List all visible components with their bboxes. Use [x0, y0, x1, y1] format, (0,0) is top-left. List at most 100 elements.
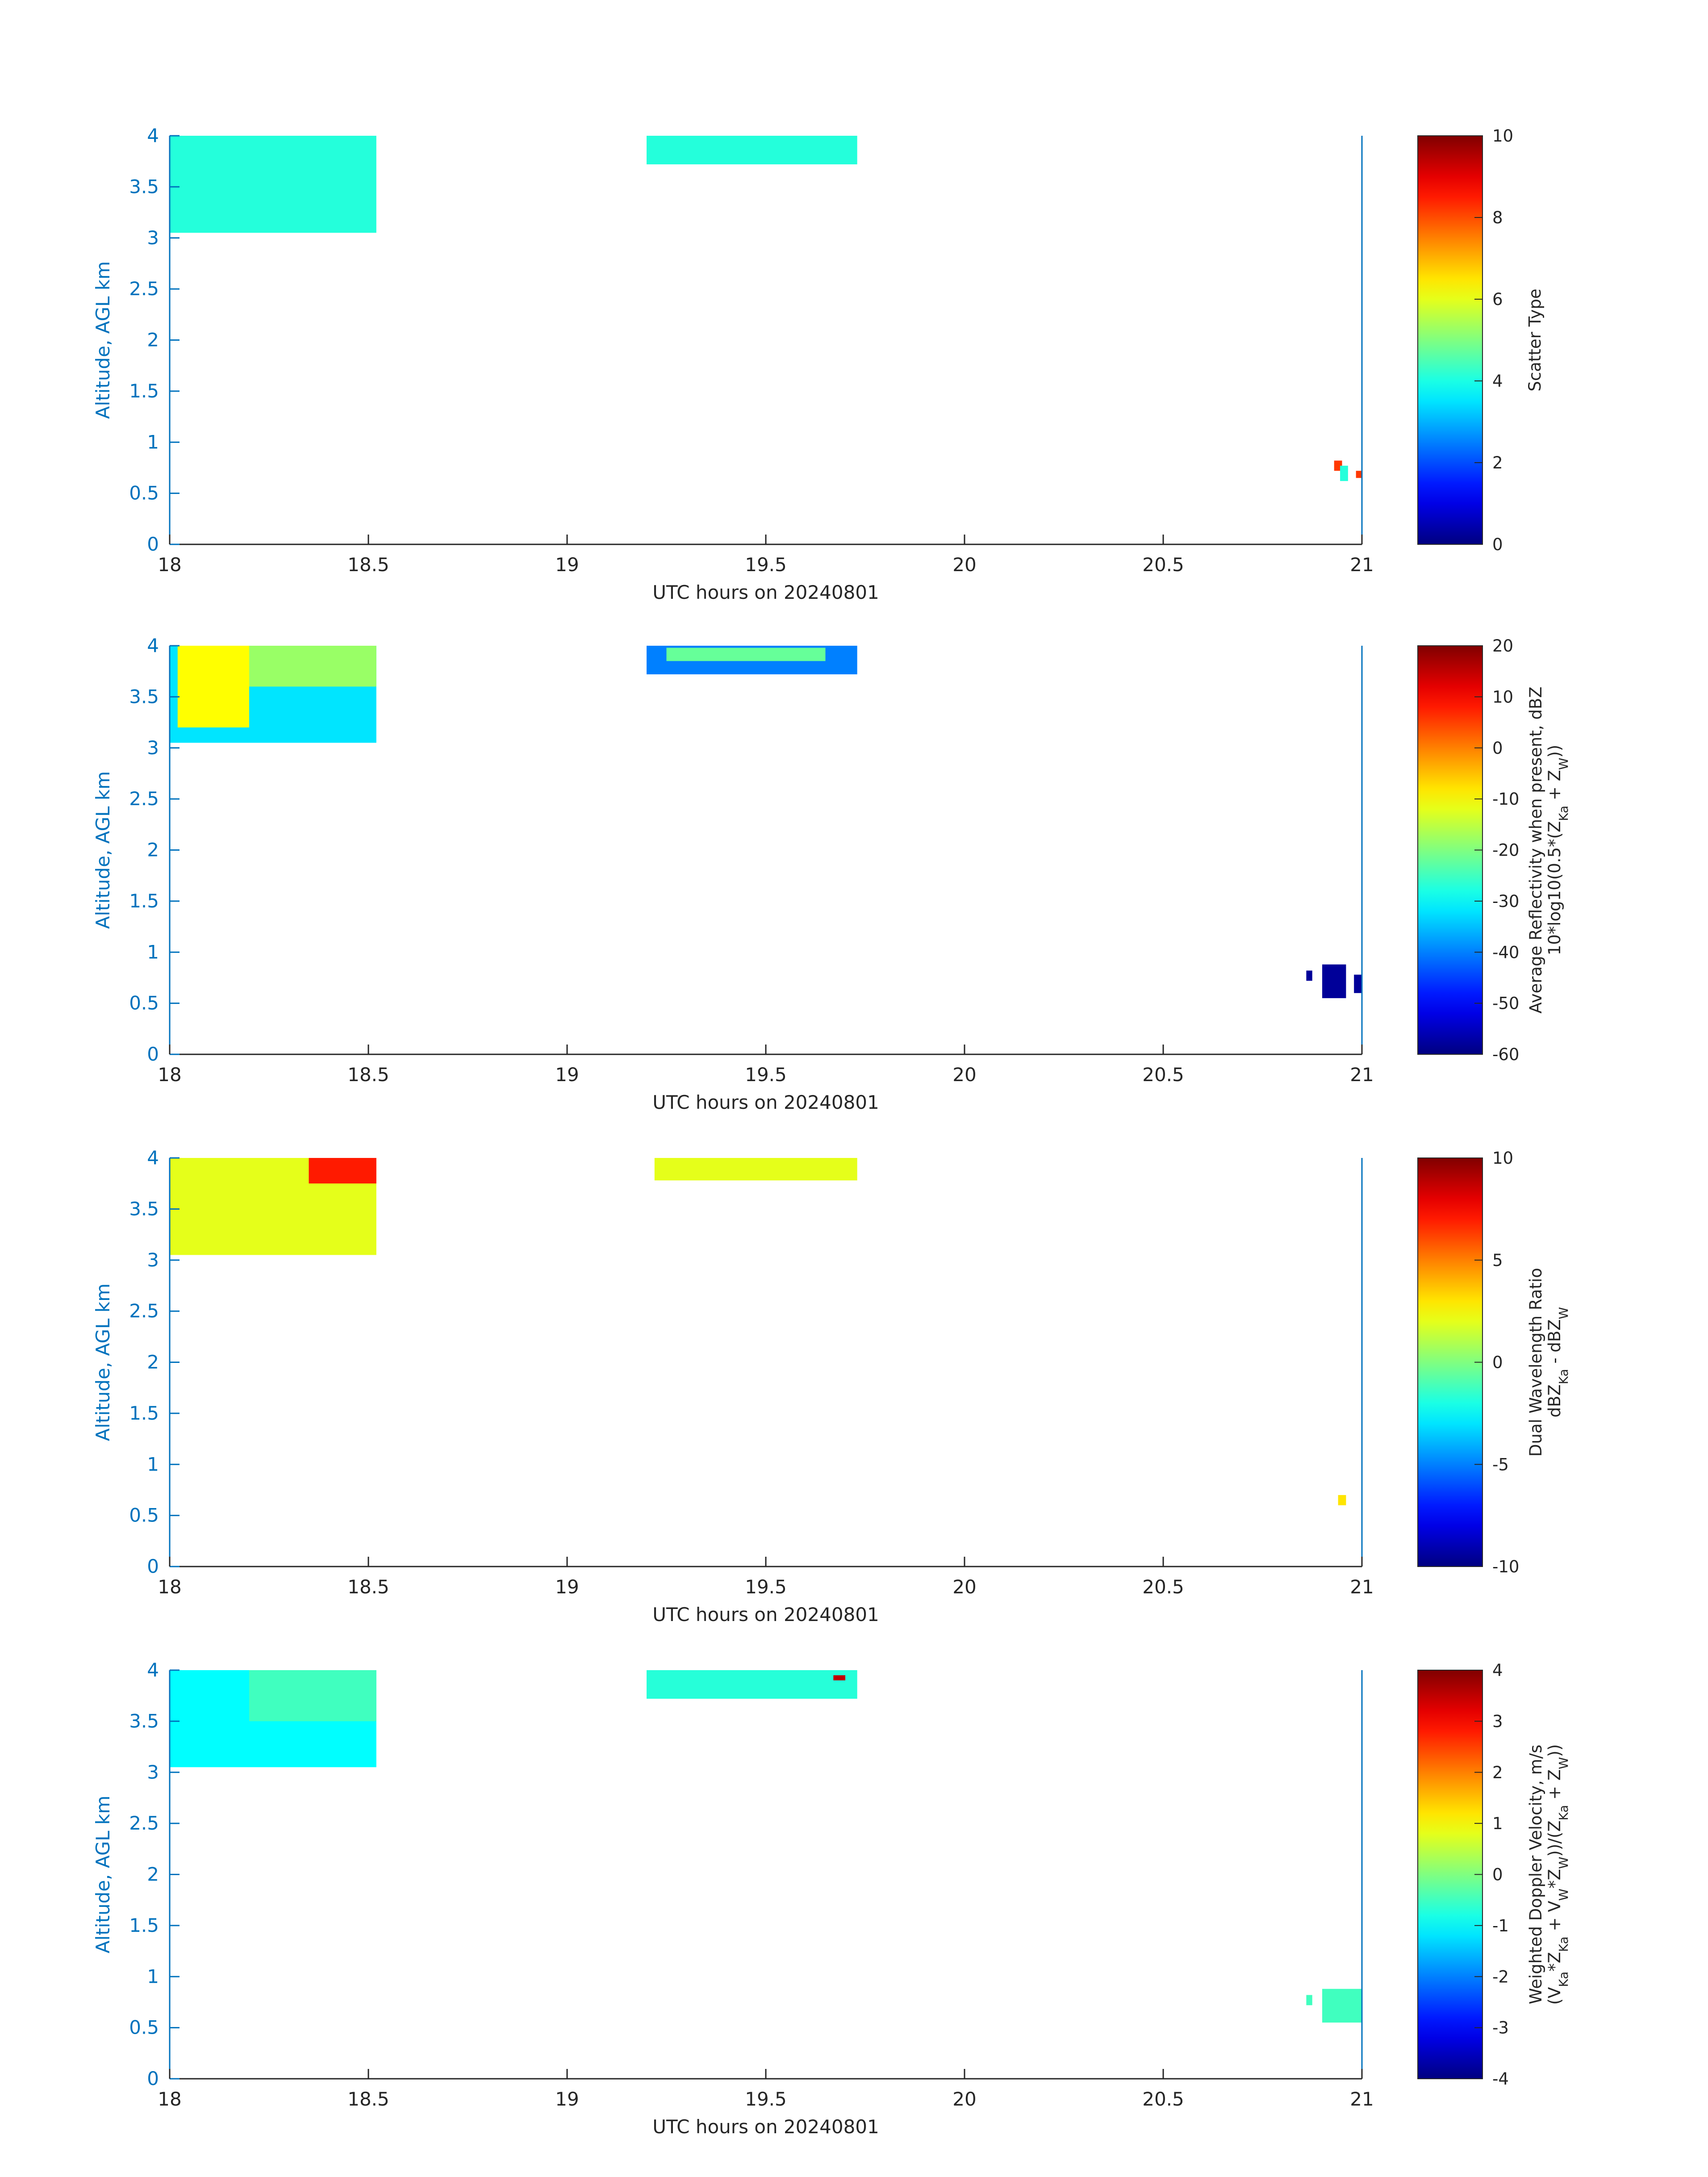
y-tick-label: 1 — [147, 941, 159, 963]
colorbar-tick-label: -40 — [1492, 943, 1519, 962]
x-tick-label: 18 — [158, 1064, 181, 1086]
y-tick-label: 3 — [147, 227, 159, 249]
colorbar-tick-label: -60 — [1492, 1045, 1519, 1064]
y-tick-label: 1 — [147, 431, 159, 453]
x-tick-label: 20 — [952, 1064, 976, 1086]
colorbar-tick-label: -3 — [1492, 2018, 1509, 2038]
heatmap-cell — [647, 136, 857, 165]
x-tick-label: 20 — [952, 554, 976, 576]
x-axis-label: UTC hours on 20240801 — [652, 1091, 879, 1113]
colorbar-tick-label: -10 — [1492, 1557, 1519, 1576]
y-tick-label: 1 — [147, 1453, 159, 1475]
heatmap-cells — [170, 1158, 1346, 1505]
y-tick-label: 0 — [147, 533, 159, 555]
heatmap-cell — [1322, 1989, 1362, 2023]
y-tick-label: 3 — [147, 1761, 159, 1783]
colorbar-tick-label: 1 — [1492, 1814, 1503, 1833]
y-tick-label: 3 — [147, 737, 159, 759]
colorbar: 0 2 4 6 8 10 Scatter Type — [1417, 126, 1545, 554]
y-axis-label: Altitude, AGL km — [92, 1283, 114, 1441]
y-tick-label: 2.5 — [129, 788, 159, 810]
heatmap-cell — [654, 1158, 857, 1181]
colorbar-tick-label: 10 — [1492, 687, 1513, 706]
y-tick-label: 3.5 — [129, 175, 159, 197]
x-tick-label: 20.5 — [1142, 1576, 1184, 1598]
y-tick-label: 1.5 — [129, 1914, 159, 1936]
y-axis-label: Altitude, AGL km — [92, 1796, 114, 1953]
heatmap-cell — [1322, 964, 1346, 999]
x-tick-label: 18.5 — [347, 554, 389, 576]
y-tick-label: 1.5 — [129, 1402, 159, 1424]
colorbar-tick-label: -10 — [1492, 790, 1519, 809]
colorbar-label: (VKa*ZKa + VW*ZW))/(ZKa + ZW)) — [1545, 1744, 1571, 2005]
x-tick-label: 21 — [1350, 2088, 1374, 2110]
heatmap-cell — [666, 648, 826, 661]
y-tick-label: 2 — [147, 329, 159, 351]
y-tick-label: 4 — [147, 1147, 159, 1169]
x-tick-label: 19.5 — [745, 554, 787, 576]
x-tick-label: 18.5 — [347, 1064, 389, 1086]
y-tick-label: 1.5 — [129, 380, 159, 402]
x-axis-label: UTC hours on 20240801 — [652, 1604, 879, 1625]
colorbar-tick-label: -1 — [1492, 1916, 1509, 1935]
colorbar-label: dBZKa - dBZW — [1545, 1307, 1571, 1417]
y-tick-label: 2.5 — [129, 1300, 159, 1322]
y-tick-label: 0 — [147, 1043, 159, 1065]
heatmap-cell — [1338, 1495, 1346, 1505]
y-tick-label: 0.5 — [129, 1504, 159, 1526]
x-tick-label: 21 — [1350, 1064, 1374, 1086]
heatmap-cell — [1356, 471, 1362, 478]
y-tick-label: 4 — [147, 635, 159, 656]
colorbar-label: Average Reflectivity when present, dBZ — [1526, 686, 1545, 1013]
x-tick-label: 18 — [158, 1576, 181, 1598]
x-tick-label: 19 — [555, 1576, 579, 1598]
colorbar-label: Dual Wavelength Ratio — [1526, 1268, 1545, 1457]
heatmap-cells — [170, 136, 1362, 481]
y-tick-label: 2.5 — [129, 278, 159, 300]
y-tick-label: 2.5 — [129, 1812, 159, 1834]
colorbar-tick-label: 20 — [1492, 636, 1513, 656]
colorbar-label: Weighted Doppler Velocity, m/s — [1526, 1745, 1545, 2005]
x-tick-label: 20 — [952, 2088, 976, 2110]
x-tick-label: 21 — [1350, 554, 1374, 576]
colorbar-tick-label: 2 — [1492, 453, 1503, 472]
x-tick-label: 19 — [555, 554, 579, 576]
colorbar-tick-label: 0 — [1492, 1865, 1503, 1885]
colorbar-label: 10*log10(0.5*(ZKa + ZW)) — [1545, 745, 1571, 956]
y-tick-label: 1.5 — [129, 890, 159, 912]
heatmap-cell — [309, 1158, 376, 1184]
y-tick-label: 0 — [147, 1555, 159, 1577]
colorbar-tick-label: 0 — [1492, 1353, 1503, 1372]
x-tick-label: 20.5 — [1142, 2088, 1184, 2110]
colorbar-gradient — [1417, 135, 1483, 545]
panel-3: 0 0.5 1 1.5 2 2.5 3 3.5 4 18 18.5 19 19.5 20 20.5 21 UTC… — [92, 1147, 1571, 1625]
heatmap-cell — [1354, 974, 1362, 993]
colorbar-gradient — [1417, 645, 1483, 1055]
colorbar-tick-label: 3 — [1492, 1712, 1503, 1731]
y-tick-label: 3 — [147, 1249, 159, 1271]
y-axis-label: Altitude, AGL km — [92, 261, 114, 419]
x-tick-label: 21 — [1350, 1576, 1374, 1598]
colorbar: -60 -50 -40 -30 -20 -10 0 10 20 Average Reflectiv… — [1417, 636, 1571, 1064]
colorbar-tick-label: -20 — [1492, 841, 1519, 860]
heatmap-cell — [177, 646, 249, 727]
panel-2: 0 0.5 1 1.5 2 2.5 3 3.5 4 18 18.5 19 19.5 20 20.5 21 UTC… — [92, 635, 1571, 1113]
heatmap-cell — [1340, 465, 1348, 481]
x-tick-label: 19.5 — [745, 1576, 787, 1598]
heatmap-cell — [249, 1670, 376, 1722]
y-tick-label: 3.5 — [129, 1710, 159, 1732]
x-tick-label: 20.5 — [1142, 554, 1184, 576]
colorbar-tick-label: 0 — [1492, 535, 1503, 554]
x-axis-label: UTC hours on 20240801 — [652, 581, 879, 603]
x-tick-label: 20.5 — [1142, 1064, 1184, 1086]
colorbar-tick-label: 6 — [1492, 290, 1503, 309]
colorbar-tick-label: -2 — [1492, 1967, 1509, 1986]
x-tick-label: 18.5 — [347, 2088, 389, 2110]
colorbar-tick-label: -4 — [1492, 2069, 1509, 2089]
colorbar-tick-label: 10 — [1492, 126, 1513, 146]
heatmap-cell — [1306, 970, 1312, 981]
heatmap-cells — [170, 646, 1362, 999]
colorbar: -10 -5 0 5 10 Dual Wavelength Ratio dBZKa - dB… — [1417, 1149, 1571, 1576]
y-axis-label: Altitude, AGL km — [92, 771, 114, 929]
